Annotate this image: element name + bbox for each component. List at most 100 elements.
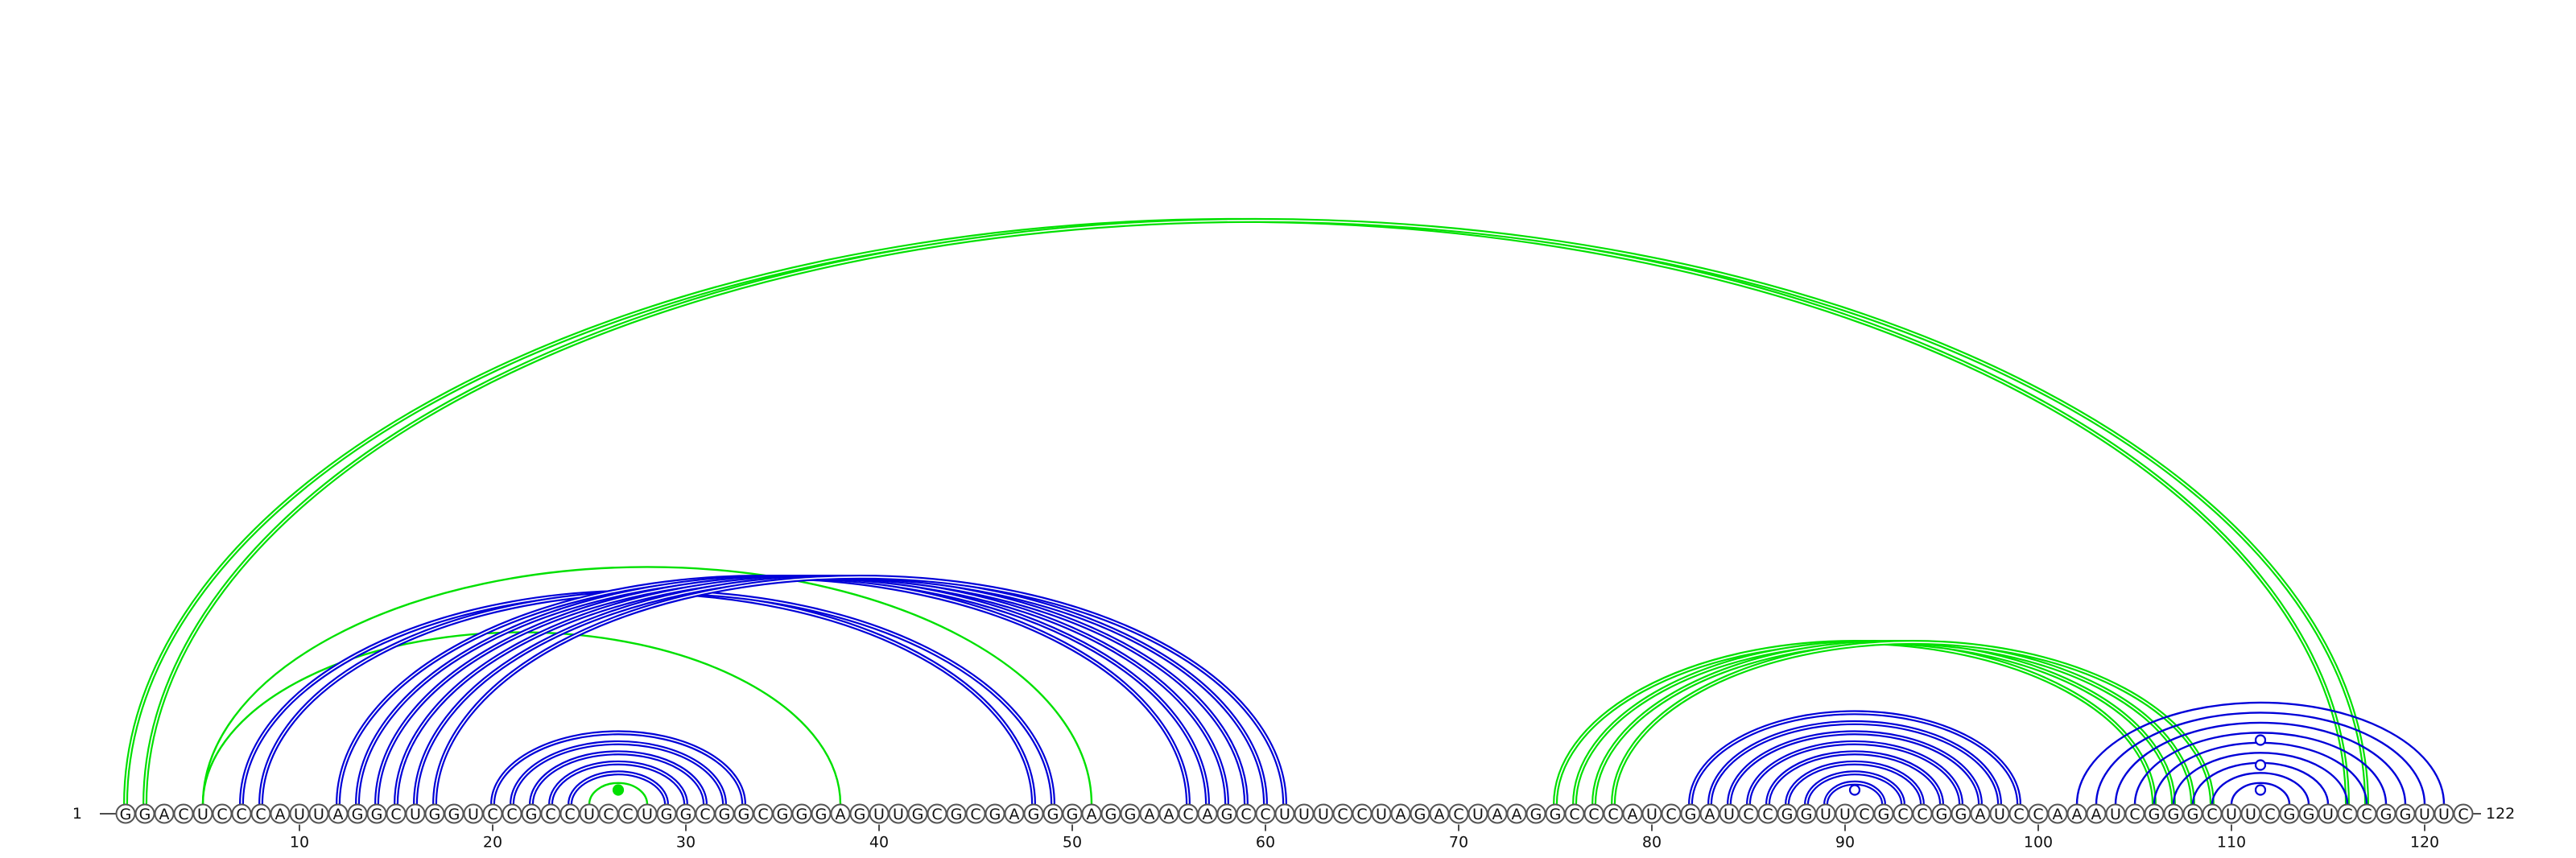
nucleotide-letter: U [2322, 806, 2334, 823]
nucleotide: G [2182, 803, 2203, 824]
nucleotide-letter: A [1705, 806, 1715, 823]
nucleotide-letter: G [1550, 806, 1562, 823]
nucleotide-letter: U [642, 806, 653, 823]
nucleotide: G [1062, 803, 1083, 824]
nucleotide: A [1429, 803, 1450, 824]
base-pair-arc [2172, 752, 2349, 805]
nucleotide: C [965, 803, 986, 824]
nucleotide: U [2221, 803, 2242, 824]
nucleotide-letter: A [1492, 806, 1503, 823]
base-pair-arc-inner [1786, 762, 1923, 805]
nucleotide-letter: G [2149, 806, 2161, 823]
base-pair-arc [2230, 782, 2291, 805]
nucleotide-letter: U [2245, 806, 2256, 823]
nucleotide-letter: C [1356, 806, 1367, 823]
nucleotide-letter: A [1396, 806, 1406, 823]
nucleotide: A [830, 803, 851, 824]
nucleotide: C [1564, 803, 1585, 824]
nucleotide: U [405, 803, 426, 824]
nucleotide-letter: U [1994, 806, 2005, 823]
nucleotide: G [811, 803, 832, 824]
nucleotide-letter: G [680, 806, 692, 823]
nucleotide-letter: A [2072, 806, 2083, 823]
base-pair-arc-inner [144, 220, 2368, 805]
nucleotide: G [1873, 803, 1894, 824]
loop-marker [2254, 734, 2267, 746]
nucleotide: C [927, 803, 947, 824]
nucleotide-letter: U [197, 806, 208, 823]
base-pair-arc [2114, 721, 2407, 805]
nucleotide-letter: U [873, 806, 885, 823]
nucleotide-letter: G [352, 806, 364, 823]
nucleotide-letter: G [526, 806, 538, 823]
nucleotide-letter: C [1859, 806, 1869, 823]
nucleotide: C [502, 803, 522, 824]
nucleotide-letter: A [159, 806, 170, 823]
nucleotide: U [1468, 803, 1488, 824]
nucleotide: G [1680, 803, 1701, 824]
nucleotide-letter: C [970, 806, 980, 823]
nucleotide: A [2086, 803, 2107, 824]
nucleotide: C [559, 803, 580, 824]
nucleotide: U [2105, 803, 2126, 824]
nucleotide-letter: A [1512, 806, 1522, 823]
base-pair-arc-inner [1748, 742, 1962, 805]
nucleotide: U [2434, 803, 2454, 824]
nucleotide-letter: G [1781, 806, 1794, 823]
base-pair-arc-inner [1806, 772, 1904, 805]
nucleotide-letter: G [661, 806, 673, 823]
nucleotide-circle [2453, 803, 2474, 824]
nucleotide: G [2163, 803, 2184, 824]
nucleotide-letter: C [1260, 806, 1270, 823]
base-pair-arc-inner [569, 772, 667, 805]
nucleotide: C [173, 803, 194, 824]
nucleotide: C [2008, 803, 2029, 824]
nucleotide-letter: C [1897, 806, 1908, 823]
nucleotide-letter: U [1472, 806, 1484, 823]
nucleotide: C [1661, 803, 1682, 824]
nucleotide-letter: G [2303, 806, 2315, 823]
nucleotide: C [1255, 803, 1276, 824]
nucleotide-letter: G [2284, 806, 2296, 823]
nucleotide: C [1738, 803, 1759, 824]
nucleotide-letter: U [2438, 806, 2450, 823]
nucleotide: C [2124, 803, 2145, 824]
arcs-layer [123, 217, 2446, 805]
nucleotide: G [772, 803, 793, 824]
base-pair-arc-outer [142, 217, 2369, 805]
nucleotide: G [2376, 803, 2396, 824]
nucleotide: A [1197, 803, 1218, 824]
nucleotide-letter: G [2400, 806, 2412, 823]
nucleotide-letter: A [1164, 806, 1174, 823]
nucleotide: U [2318, 803, 2339, 824]
nucleotide-letter: C [1762, 806, 1773, 823]
nucleotide-letter: G [777, 806, 789, 823]
nucleotide: U [1313, 803, 1334, 824]
nucleotide-letter: G [1067, 806, 1079, 823]
nucleotide-letter: C [1183, 806, 1193, 823]
loop-marker [612, 784, 625, 796]
nucleotide: U [1719, 803, 1740, 824]
nucleotide-letter: C [2458, 806, 2468, 823]
tick-label: 60 [1256, 834, 1275, 852]
nucleotide-letter: C [700, 806, 710, 823]
nucleotide: C [1352, 803, 1373, 824]
nucleotide-letter: C [564, 806, 575, 823]
nucleotide-letter: C [1453, 806, 1463, 823]
nucleotide-letter: G [989, 806, 1001, 823]
nucleotide-letter: C [1588, 806, 1599, 823]
nucleotide-letter: U [313, 806, 324, 823]
base-pair-arc-inner [530, 752, 706, 805]
nucleotide-letter: G [912, 806, 924, 823]
nucleotide: U [2414, 803, 2435, 824]
nucleotide: G [134, 803, 155, 824]
nucleotide-letter: G [951, 806, 963, 823]
loop-marker [1848, 784, 1861, 796]
nucleotide: C [617, 803, 638, 824]
nucleotide: C [386, 803, 407, 824]
loop-marker [2254, 759, 2267, 771]
nucleotide: G [1120, 803, 1141, 824]
nucleotide-letter: G [448, 806, 460, 823]
nucleotide-letter: U [2110, 806, 2121, 823]
base-pair-arc [2211, 772, 2310, 805]
